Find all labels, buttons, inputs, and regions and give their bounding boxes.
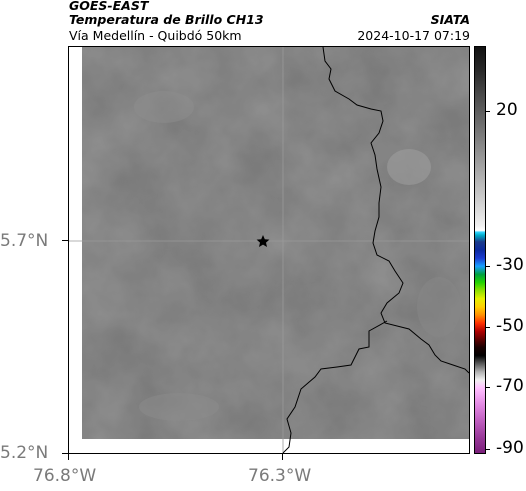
colorbar-label-minus90: -90 [496, 438, 524, 458]
colorbar-tick-minus50 [486, 327, 490, 328]
timestamp-label: 2024-10-17 07:19 [357, 28, 470, 43]
product-title: Temperatura de Brillo CH13 [69, 12, 264, 27]
lat-label-5.7: 5.7°N [0, 231, 49, 251]
admin-border [322, 47, 469, 374]
colorbar-label-minus30: -30 [496, 255, 524, 275]
location-marker-star [256, 235, 270, 247]
lat-tick-5.7 [62, 240, 68, 241]
colorbar [474, 46, 486, 454]
lon-tick-76.8 [68, 454, 69, 460]
colorbar-tick-minus70 [486, 387, 490, 388]
colorbar-label-minus50: -50 [496, 316, 524, 336]
satellite-title: GOES-EAST [69, 0, 149, 13]
colorbar-label-20: 20 [496, 100, 518, 120]
brand-label: SIATA [430, 12, 470, 27]
lat-tick-5.2 [62, 453, 68, 454]
colorbar-label-minus70: -70 [496, 376, 524, 396]
region-subtitle: Vía Medellín - Quibdó 50km [69, 28, 242, 43]
lon-label-76.8: 76.8°W [33, 466, 97, 486]
admin-border-south [282, 320, 388, 453]
colorbar-tick-minus30 [486, 266, 490, 267]
lon-label-76.3: 76.3°W [248, 466, 312, 486]
colorbar-tick-20 [486, 111, 490, 112]
map-canvas [69, 47, 469, 453]
colorbar-tick-minus90 [486, 449, 490, 450]
lat-label-5.2: 5.2°N [0, 443, 49, 463]
lon-tick-76.3 [282, 454, 283, 460]
satellite-map[interactable] [68, 46, 470, 454]
